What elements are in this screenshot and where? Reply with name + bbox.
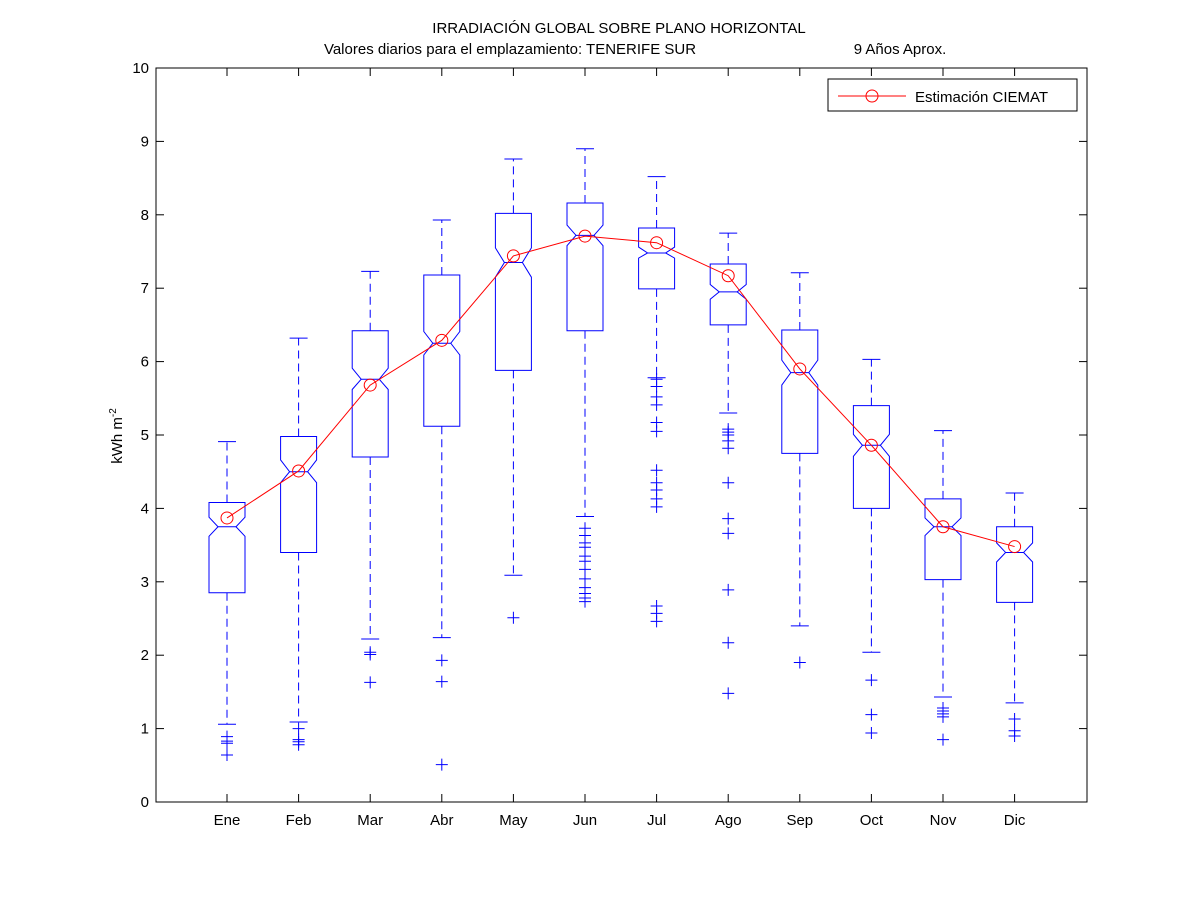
outlier-marker	[865, 727, 878, 740]
chart-title: IRRADIACIÓN GLOBAL SOBRE PLANO HORIZONTA…	[432, 20, 805, 37]
legend-label: Estimación CIEMAT	[915, 89, 1048, 106]
series-point	[864, 438, 878, 452]
plot-area: 0 1 2 3 4 5 6 7 8 9 10 Ene Feb Mar Abr May Jun Jul Ago Sep O…	[132, 60, 1088, 829]
outlier-marker	[292, 733, 305, 746]
y-tick-label: 5	[141, 427, 149, 444]
x-tick-label: Mar	[357, 812, 383, 829]
y-tick-label: 8	[141, 207, 149, 224]
outlier-marker	[793, 656, 806, 669]
outlier-marker	[579, 522, 591, 535]
box-notched	[781, 329, 819, 454]
outlier-marker	[221, 730, 233, 743]
outlier-marker	[1008, 713, 1021, 726]
axes-frame	[155, 67, 1088, 803]
outlier-marker	[221, 749, 233, 762]
series-point	[506, 249, 520, 263]
x-tick-label: Nov	[930, 812, 957, 829]
x-tick-label: Jun	[573, 812, 597, 829]
outlier-marker	[865, 708, 878, 721]
outlier-marker	[1008, 724, 1021, 737]
outlier-marker	[650, 390, 663, 403]
x-tick-label: Ene	[214, 812, 241, 829]
outlier-marker	[722, 527, 735, 540]
box-notched	[351, 330, 389, 458]
box-notched	[423, 274, 461, 427]
box-notched	[566, 202, 604, 332]
series-point	[721, 269, 735, 283]
svg-text:kWh m-2: kWh m-2	[108, 408, 126, 464]
legend: Estimación CIEMAT	[827, 78, 1078, 112]
y-tick-label: 0	[141, 794, 149, 811]
outlier-marker	[650, 416, 663, 429]
box-notched	[208, 502, 246, 594]
outlier-marker	[650, 476, 663, 489]
outlier-marker	[722, 583, 735, 596]
y-axis-label-main: kWh m	[109, 417, 126, 464]
outlier-marker	[364, 676, 377, 689]
outlier-marker	[292, 722, 305, 735]
series-point	[1008, 540, 1022, 554]
y-tick-label: 4	[141, 500, 149, 517]
box-notched	[638, 227, 676, 290]
series-point	[435, 333, 449, 347]
y-tick-label: 6	[141, 354, 149, 371]
outlier-marker	[937, 702, 949, 715]
outlier-marker	[650, 600, 663, 613]
x-tick-label: Feb	[286, 812, 312, 829]
x-tick-label: Dic	[1004, 812, 1026, 829]
box-notched	[996, 526, 1034, 603]
outlier-marker	[435, 654, 448, 667]
x-tick-label: Oct	[860, 812, 884, 829]
x-tick-label: Ago	[715, 812, 742, 829]
y-tick-label: 1	[141, 721, 149, 738]
y-tick-label: 9	[141, 133, 149, 150]
outlier-marker	[364, 646, 377, 659]
outlier-marker	[435, 675, 448, 688]
outlier-marker	[865, 674, 878, 687]
outlier-marker	[722, 636, 735, 649]
x-tick-label: Sep	[786, 812, 813, 829]
box-notched	[280, 435, 318, 553]
box-notched	[852, 405, 890, 509]
outlier-marker	[722, 512, 735, 525]
box-notched	[709, 263, 747, 326]
legend-box	[827, 78, 1078, 112]
x-tick-label: Jul	[647, 812, 666, 829]
chart-subtitle-period: 9 Años Aprox.	[854, 41, 947, 58]
y-axis-label-exponent: -2	[108, 408, 119, 417]
series-point	[292, 464, 306, 478]
outlier-marker	[937, 733, 949, 746]
series-point	[578, 229, 592, 243]
series-point	[220, 511, 234, 525]
y-axis-label: kWh m-2	[108, 408, 126, 464]
series-point	[363, 378, 377, 392]
outlier-marker	[722, 476, 735, 489]
legend-marker-sample	[865, 89, 879, 103]
box-notched	[494, 212, 532, 371]
chart-subtitle: Valores diarios para el emplazamiento: T…	[324, 41, 696, 58]
y-tick-label: 3	[141, 574, 149, 591]
series-line	[226, 235, 1015, 548]
box-notched	[924, 498, 962, 581]
x-tick-label: Abr	[430, 812, 453, 829]
outlier-marker	[722, 687, 735, 700]
outlier-marker	[722, 423, 735, 436]
series-point	[650, 236, 664, 250]
y-tick-label: 7	[141, 280, 149, 297]
y-tick-label: 10	[132, 60, 149, 77]
outlier-marker	[650, 464, 663, 477]
outlier-marker	[650, 373, 663, 386]
outlier-marker	[435, 758, 448, 771]
y-tick-label: 2	[141, 647, 149, 664]
series-point	[793, 362, 807, 376]
x-tick-label: May	[499, 812, 528, 829]
series-point	[936, 520, 950, 534]
outlier-marker	[507, 611, 520, 624]
